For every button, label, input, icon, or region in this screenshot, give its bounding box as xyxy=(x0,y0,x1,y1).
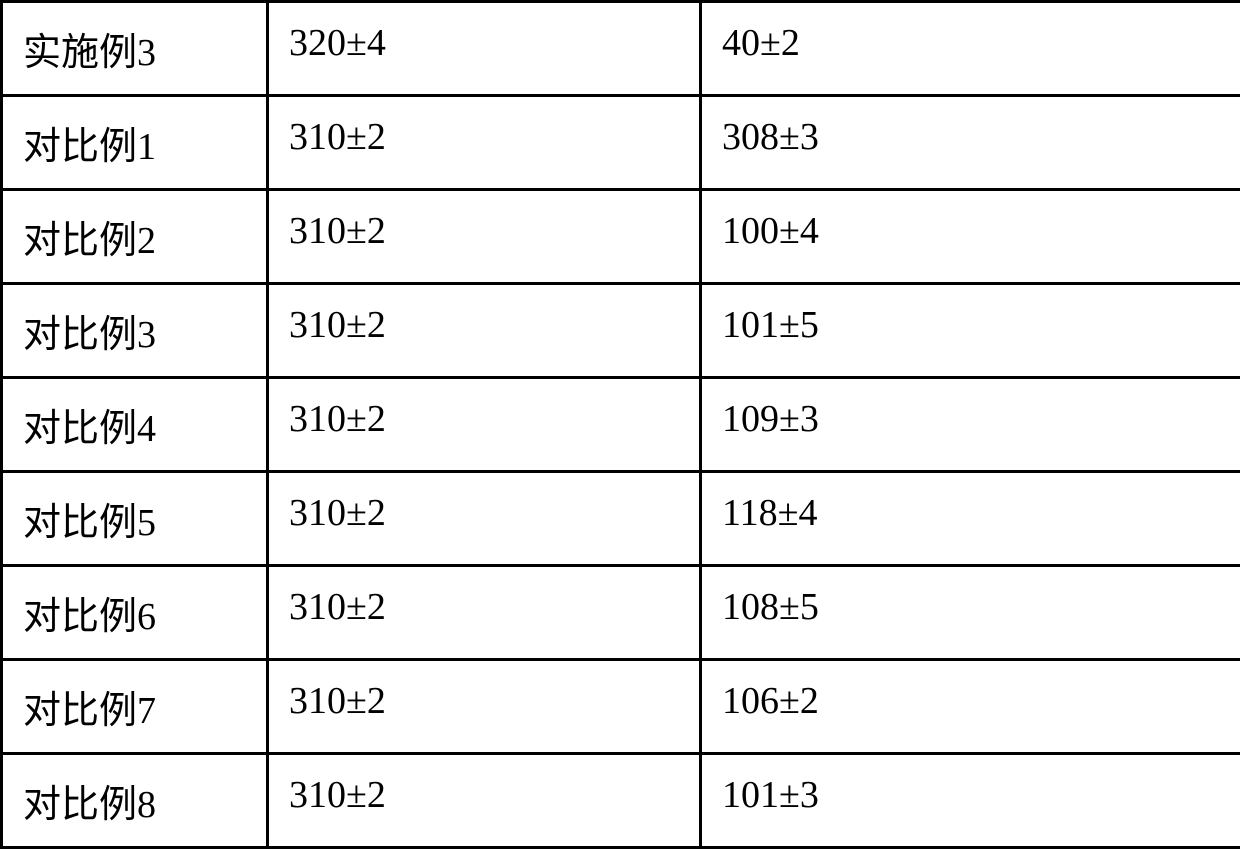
row-label-cell: 对比例7 xyxy=(2,660,268,754)
table-row: 对比例1 310±2 308±3 xyxy=(2,96,1240,190)
table-row: 对比例2 310±2 100±4 xyxy=(2,190,1240,284)
row-label-cell: 对比例1 xyxy=(2,96,268,190)
table-row: 对比例3 310±2 101±5 xyxy=(2,284,1240,378)
row-label-cell: 对比例6 xyxy=(2,566,268,660)
row-value-cell: 310±2 xyxy=(268,472,701,566)
row-value-cell: 100±4 xyxy=(701,190,1240,284)
row-value-cell: 118±4 xyxy=(701,472,1240,566)
row-value-cell: 310±2 xyxy=(268,190,701,284)
row-value-cell: 40±2 xyxy=(701,2,1240,96)
row-label-cell: 对比例4 xyxy=(2,378,268,472)
row-label-cell: 对比例5 xyxy=(2,472,268,566)
table-row: 对比例8 310±2 101±3 xyxy=(2,754,1240,848)
row-value-cell: 310±2 xyxy=(268,660,701,754)
row-value-cell: 310±2 xyxy=(268,378,701,472)
table-row: 实施例3 320±4 40±2 xyxy=(2,2,1240,96)
row-label-cell: 对比例2 xyxy=(2,190,268,284)
row-value-cell: 310±2 xyxy=(268,566,701,660)
row-value-cell: 109±3 xyxy=(701,378,1240,472)
row-value-cell: 310±2 xyxy=(268,754,701,848)
row-label-cell: 对比例3 xyxy=(2,284,268,378)
data-table: 实施例3 320±4 40±2 对比例1 310±2 308±3 对比例2 31… xyxy=(0,0,1240,849)
row-label-cell: 对比例8 xyxy=(2,754,268,848)
row-value-cell: 308±3 xyxy=(701,96,1240,190)
row-label-cell: 实施例3 xyxy=(2,2,268,96)
table-row: 对比例7 310±2 106±2 xyxy=(2,660,1240,754)
row-value-cell: 101±5 xyxy=(701,284,1240,378)
row-value-cell: 106±2 xyxy=(701,660,1240,754)
data-table-container: 实施例3 320±4 40±2 对比例1 310±2 308±3 对比例2 31… xyxy=(0,0,1240,849)
row-value-cell: 101±3 xyxy=(701,754,1240,848)
row-value-cell: 310±2 xyxy=(268,284,701,378)
table-row: 对比例4 310±2 109±3 xyxy=(2,378,1240,472)
row-value-cell: 108±5 xyxy=(701,566,1240,660)
table-row: 对比例6 310±2 108±5 xyxy=(2,566,1240,660)
row-value-cell: 310±2 xyxy=(268,96,701,190)
row-value-cell: 320±4 xyxy=(268,2,701,96)
table-body: 实施例3 320±4 40±2 对比例1 310±2 308±3 对比例2 31… xyxy=(2,2,1240,848)
table-row: 对比例5 310±2 118±4 xyxy=(2,472,1240,566)
